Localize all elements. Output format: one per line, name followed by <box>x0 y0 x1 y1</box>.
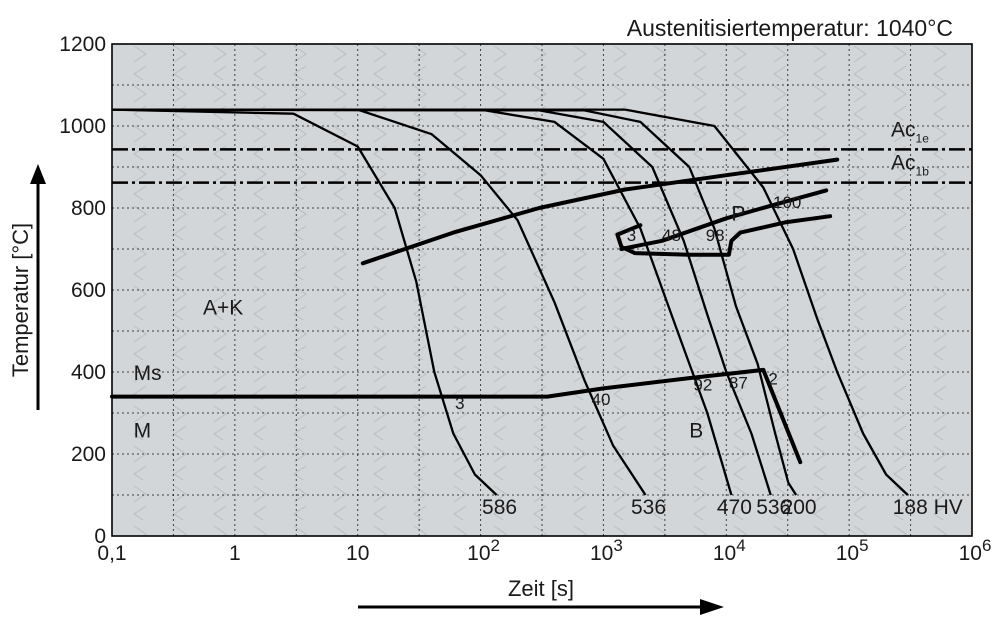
annotation-label: A+K <box>203 297 243 320</box>
x-tick-label: 0,1 <box>97 542 126 565</box>
annotation-label: 100 <box>773 193 801 212</box>
hardness-label-5: 200 <box>782 496 817 519</box>
y-tick-label: 1200 <box>59 33 106 56</box>
y-tick-label: 1000 <box>59 115 106 138</box>
x-tick-label: 10 <box>346 542 369 565</box>
y-tick-label: 800 <box>71 197 106 220</box>
cooling-curve-2 <box>112 108 647 496</box>
cooling-curve-4 <box>111 108 772 496</box>
martensite-finish-line <box>761 367 803 465</box>
annotation-label: 87 <box>729 373 748 392</box>
hardness-label-4: 536 <box>756 496 791 519</box>
hardness-label-2: 536 <box>631 496 666 519</box>
y-tick-label: 200 <box>71 443 106 466</box>
annotation-label: 40 <box>592 390 611 409</box>
plot-frame <box>111 43 973 537</box>
annotation-label: 3 <box>627 226 636 245</box>
x-tick-label: 103 <box>590 536 623 565</box>
grid <box>112 44 972 536</box>
hardness-label-6: 188 HV <box>893 496 963 519</box>
x-tick-label: 105 <box>836 536 869 565</box>
x-tick-label: 106 <box>959 536 992 565</box>
pearlite-end-line <box>619 188 829 251</box>
annotation-label: Ms <box>134 362 162 385</box>
y-tick-label: 0 <box>94 525 106 548</box>
x-tick-label: 104 <box>713 536 746 565</box>
annotation-label: 98 <box>706 226 725 245</box>
annotation-label: 48 <box>662 226 681 245</box>
annotation-label: 3 <box>455 394 464 413</box>
x-tick-label: 102 <box>467 536 500 565</box>
cooling-curve-6 <box>112 108 909 496</box>
annotation-label: 92 <box>693 375 712 394</box>
bainite-start-line <box>110 367 766 399</box>
x-axis-label: Zeit [s] <box>358 576 724 615</box>
annotation-label: P <box>731 202 745 225</box>
annotation-label: M <box>134 420 152 443</box>
y-axis-title: Temperatur [°C] <box>8 223 33 377</box>
y-axis-label: Temperatur [°C] <box>8 164 46 410</box>
pearlite-upper-boundary-line <box>615 214 833 257</box>
y-tick-label: 400 <box>71 361 106 384</box>
plot-border <box>111 43 973 537</box>
hardness-label-1: 586 <box>482 496 517 519</box>
cooling-curve-1 <box>111 108 498 496</box>
chart-title: Austenitisiertemperatur: 1040°C <box>627 15 953 41</box>
annotations: A+K Ms M B P 3 40 92 87 2 3 48 98 100 <box>134 193 802 443</box>
hardness-label-3: 470 <box>717 496 752 519</box>
pearlite-start-line <box>360 157 840 266</box>
y-tick-label: 600 <box>71 279 106 302</box>
annotation-label: B <box>689 420 703 443</box>
annotation-label: 2 <box>768 369 777 388</box>
x-tick-label: 1 <box>229 542 241 565</box>
cooling-curve-3 <box>112 108 733 496</box>
x-axis-title: Zeit [s] <box>508 576 574 601</box>
transformation-regions <box>110 157 840 465</box>
cooling-curve-5 <box>111 108 798 496</box>
